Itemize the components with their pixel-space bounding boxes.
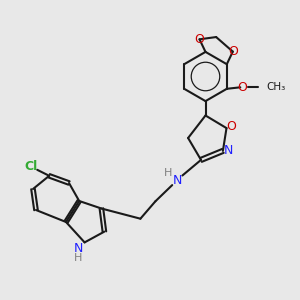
Text: O: O [226,120,236,133]
Text: N: N [73,242,83,256]
Text: Cl: Cl [25,160,38,173]
Text: H: H [164,167,172,178]
Text: N: N [224,144,234,157]
Text: O: O [238,81,247,94]
Text: CH₃: CH₃ [266,82,286,92]
Text: O: O [195,33,204,46]
Text: O: O [228,45,238,58]
Text: N: N [172,174,182,188]
Text: H: H [74,253,82,263]
